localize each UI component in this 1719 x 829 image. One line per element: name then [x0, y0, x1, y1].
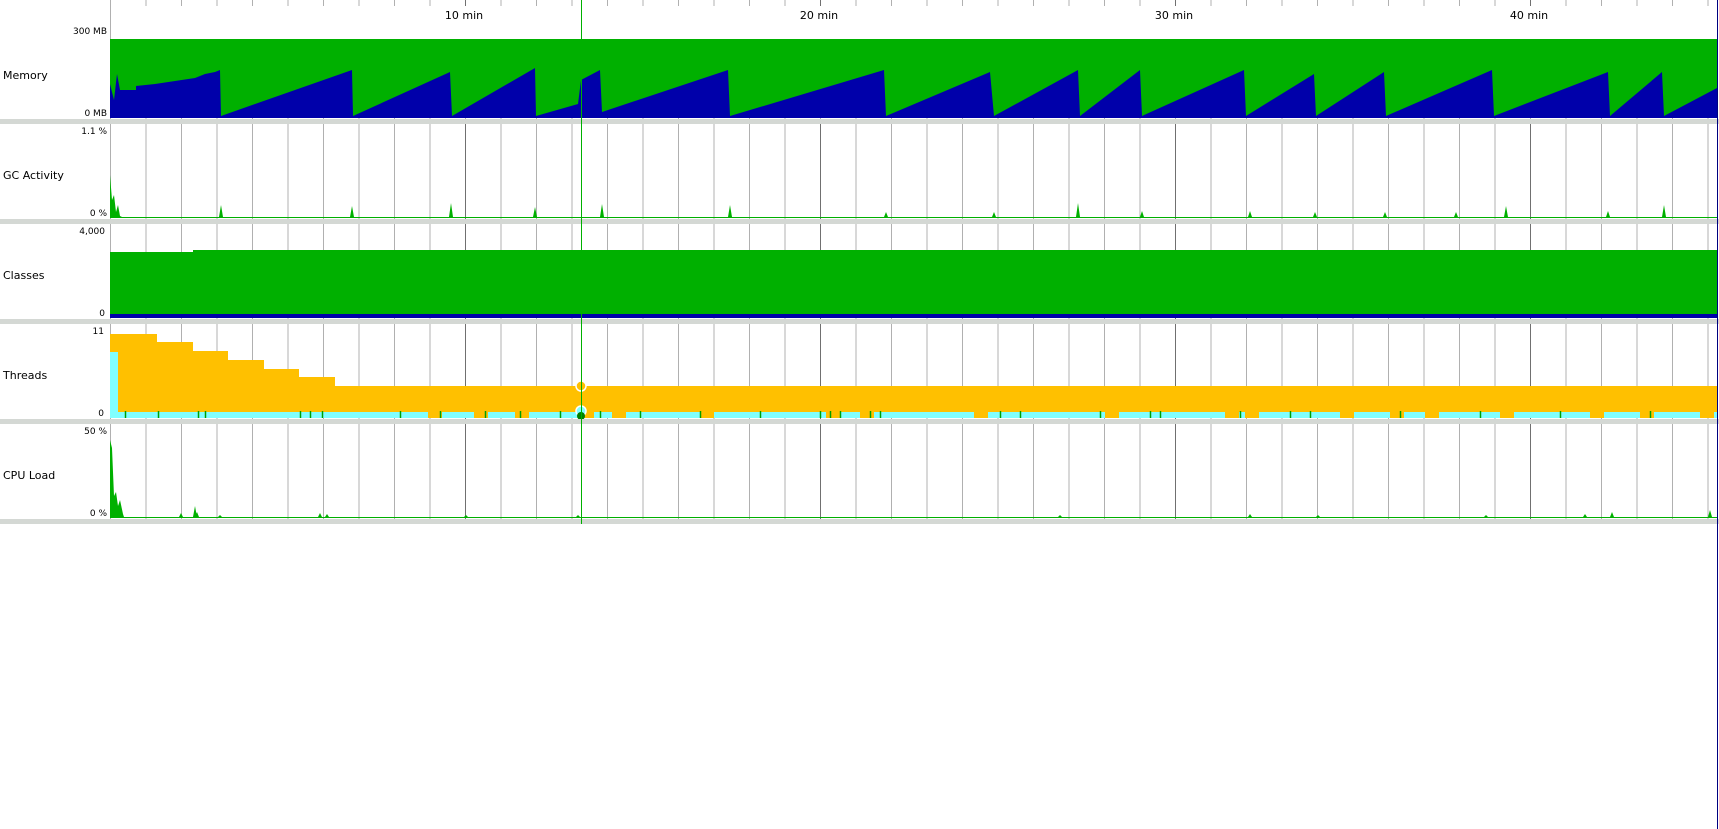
- time-axis: 10 min 20 min 30 min 40 min: [445, 9, 1548, 22]
- threads-waiting-dip: [700, 409, 714, 418]
- cpu-panel: CPU Load 50 % 0 %: [3, 427, 1717, 519]
- threads-waiting-area: [110, 334, 1717, 418]
- threads-waiting-dip: [1425, 409, 1439, 418]
- classes-panel: Classes 4,000 0: [3, 227, 1717, 319]
- panel-title: CPU Load: [3, 469, 55, 482]
- threads-waiting-dip: [1105, 409, 1119, 418]
- classes-unloaded-area: [110, 314, 1717, 318]
- axis-max-label: 50 %: [84, 427, 107, 437]
- time-tick-label: 20 min: [800, 9, 838, 22]
- time-tick-label: 40 min: [1510, 9, 1548, 22]
- threads-waiting-dip: [1245, 409, 1259, 418]
- threads-waiting-dip: [1640, 409, 1654, 418]
- threads-waiting-dip: [580, 409, 594, 418]
- axis-min-label: 0 %: [90, 209, 108, 219]
- threads-waiting-dip: [515, 409, 529, 418]
- threads-waiting-dip: [612, 409, 626, 418]
- threads-waiting-dip: [1225, 409, 1239, 418]
- memory-used-area: [110, 68, 1717, 118]
- time-tick-label: 30 min: [1155, 9, 1193, 22]
- threads-waiting-dip: [1700, 409, 1714, 418]
- classes-loaded-area: [110, 250, 1717, 318]
- panel-title: Memory: [3, 69, 48, 82]
- panel-separator[interactable]: [0, 519, 1719, 524]
- threads-waiting-dip: [860, 409, 874, 418]
- panel-separator[interactable]: [0, 119, 1719, 124]
- axis-min-label: 0 %: [90, 509, 108, 519]
- axis-min-label: 0 MB: [84, 109, 107, 119]
- threads-waiting-dip: [1340, 409, 1354, 418]
- threads-waiting-dip: [974, 409, 988, 418]
- threads-blocked-spikes: [124, 409, 1714, 418]
- panel-separator[interactable]: [0, 419, 1719, 424]
- threads-waiting-dip: [474, 409, 488, 418]
- panel-separator[interactable]: [0, 319, 1719, 324]
- axis-min-label: 0: [99, 309, 105, 319]
- panel-title: GC Activity: [3, 169, 64, 182]
- axis-max-label: 1.1 %: [81, 127, 107, 137]
- axis-max-label: 300 MB: [73, 27, 107, 37]
- axis-max-label: 11: [93, 327, 104, 337]
- threads-waiting-dip: [1500, 409, 1514, 418]
- threads-waiting-dip: [826, 409, 840, 418]
- threads-waiting-dip: [1590, 409, 1604, 418]
- memory-panel: Memory 300 MB 0 MB: [3, 27, 1717, 119]
- axis-min-label: 0: [98, 409, 104, 419]
- threads-waiting-dip: [1390, 409, 1404, 418]
- gc-panel: GC Activity 1.1 % 0 %: [3, 127, 1717, 219]
- axis-max-label: 4,000: [79, 227, 105, 237]
- threads-panel: Threads 11 0: [2, 327, 1717, 420]
- gc-activity-area: [110, 175, 1717, 217]
- panel-title: Threads: [2, 369, 47, 382]
- panel-separator[interactable]: [0, 219, 1719, 224]
- threads-waiting-dip: [428, 409, 442, 418]
- cpu-load-area: [110, 440, 1717, 517]
- panel-title: Classes: [3, 269, 45, 282]
- time-tick-label: 10 min: [445, 9, 483, 22]
